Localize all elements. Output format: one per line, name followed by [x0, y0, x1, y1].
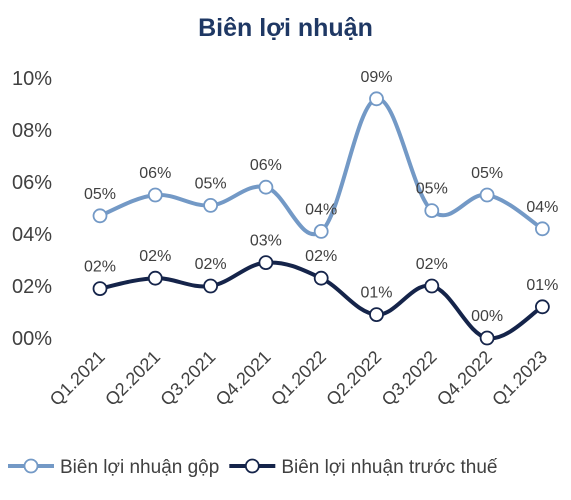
data-point	[424, 278, 440, 294]
series-line	[98, 260, 545, 341]
data-label: 05%	[84, 186, 116, 203]
y-tick-label: 06%	[12, 172, 52, 194]
legend-label: Biên lợi nhuận gộp	[60, 457, 219, 478]
x-tick-label: Q4.2022	[433, 347, 496, 410]
data-point	[147, 187, 163, 203]
y-tick-label: 04%	[12, 224, 52, 246]
y-tick-label: 02%	[12, 276, 52, 298]
data-label: 01%	[360, 285, 392, 302]
x-axis: Q1.2021Q2.2021Q3.2021Q4.2021Q1.2022Q2.20…	[46, 347, 551, 410]
x-tick-label: Q1.2023	[488, 347, 551, 410]
data-point	[535, 221, 550, 237]
data-point	[479, 330, 495, 346]
series-1: 05% 06% 05% 06% 04% 09% 05% 05% 04%	[84, 69, 558, 239]
x-tick-label: Q1.2021	[46, 347, 109, 410]
x-tick-label: Q2.2022	[322, 347, 385, 410]
x-tick-label: Q3.2021	[156, 347, 219, 410]
legend-item-1: Biên lợi nhuận gộp	[8, 457, 219, 478]
data-label: 04%	[305, 201, 337, 218]
data-label: 05%	[471, 165, 503, 182]
data-label: 02%	[139, 248, 171, 265]
legend-label: Biên lợi nhuận trước thuế	[281, 457, 498, 478]
series-layer: 05%06%05%06%04%09%05%05%04%02%02% 02%03%0…	[84, 69, 558, 346]
legend-marker	[244, 458, 260, 474]
data-label: 02%	[195, 256, 227, 273]
y-tick-label: 10%	[12, 68, 52, 90]
data-label: 02%	[84, 259, 116, 276]
x-tick-label: Q1.2022	[267, 347, 330, 410]
data-point	[535, 299, 550, 315]
data-point	[92, 281, 108, 297]
data-point	[92, 208, 108, 224]
data-label: 01%	[526, 277, 558, 294]
series-line	[98, 96, 545, 237]
data-point	[258, 255, 274, 271]
data-point	[369, 91, 384, 107]
data-point	[147, 270, 163, 286]
series-2: 02% 02% 02% 03% 02% 01% 02% 00% 01%	[84, 233, 558, 346]
data-point	[203, 197, 219, 213]
y-tick-label: 00%	[12, 328, 52, 350]
data-label: 02%	[416, 256, 448, 273]
data-label: 04%	[526, 199, 558, 216]
data-point	[424, 203, 440, 219]
x-tick-label: Q2.2021	[101, 347, 164, 410]
data-point	[369, 307, 384, 323]
data-label: 05%	[416, 181, 448, 198]
data-point	[313, 223, 329, 239]
data-point	[203, 278, 219, 294]
data-label: 06%	[250, 157, 282, 174]
legend: Biên lợi nhuận gộp Biên lợi nhuận trước t…	[8, 457, 498, 478]
y-tick-label: 08%	[12, 120, 52, 142]
chart-title: Biên lợi nhuận	[198, 14, 373, 42]
y-axis: 00% 02% 04% 06% 08% 10%	[12, 68, 52, 350]
x-tick-label: Q3.2022	[378, 347, 441, 410]
data-label: 09%	[360, 69, 392, 86]
data-label: 02%	[305, 248, 337, 265]
legend-item-2: Biên lợi nhuận trước thuế	[229, 457, 498, 478]
data-label: 03%	[250, 233, 282, 250]
data-point	[313, 270, 329, 286]
data-label: 06%	[139, 165, 171, 182]
legend-marker	[23, 458, 39, 474]
data-point	[479, 187, 495, 203]
data-point	[258, 179, 274, 195]
data-label: 05%	[195, 175, 227, 192]
x-tick-label: Q4.2021	[212, 347, 275, 410]
data-label: 00%	[471, 308, 503, 325]
